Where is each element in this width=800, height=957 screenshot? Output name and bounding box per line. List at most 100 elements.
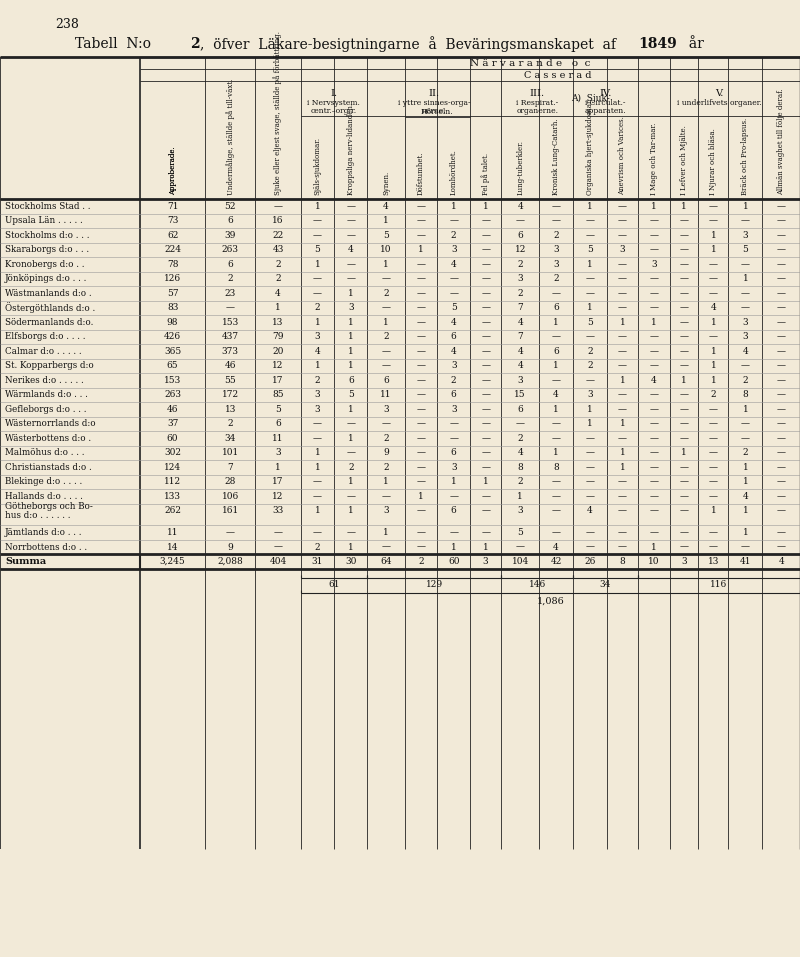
Text: —: —: [417, 289, 426, 298]
Text: 2: 2: [383, 289, 389, 298]
Text: 1: 1: [348, 346, 354, 356]
Text: 2: 2: [314, 543, 320, 551]
Text: Organiska hjert-sjukdomar.: Organiska hjert-sjukdomar.: [586, 99, 594, 195]
Text: 4: 4: [275, 289, 281, 298]
Text: 22: 22: [272, 231, 284, 240]
Text: i Respirat.-: i Respirat.-: [516, 99, 558, 107]
Text: 85: 85: [272, 390, 284, 399]
Text: 8: 8: [742, 390, 748, 399]
Text: 4: 4: [518, 346, 523, 356]
Text: 12: 12: [514, 245, 526, 255]
Text: Själs-sjukdomar.: Själs-sjukdomar.: [314, 137, 322, 195]
Text: i underlifvets organer.: i underlifvets organer.: [677, 99, 762, 107]
Text: Allmän svaghet till följe deraf.: Allmän svaghet till följe deraf.: [777, 88, 785, 195]
Text: —: —: [481, 506, 490, 515]
Text: 1: 1: [619, 419, 626, 428]
Text: —: —: [551, 202, 561, 211]
Text: 4: 4: [553, 390, 559, 399]
Text: —: —: [417, 478, 426, 486]
Text: Jönköpings d:o . . .: Jönköpings d:o . . .: [5, 275, 87, 283]
Text: —: —: [551, 528, 561, 537]
Text: —: —: [650, 275, 658, 283]
Text: 10: 10: [380, 245, 392, 255]
Text: —: —: [679, 434, 689, 443]
Text: —: —: [777, 448, 786, 457]
Text: Blekinge d:o . . . .: Blekinge d:o . . . .: [5, 478, 82, 486]
Text: —: —: [346, 275, 355, 283]
Text: 263: 263: [222, 245, 239, 255]
Text: —: —: [679, 419, 689, 428]
Text: 1,086: 1,086: [537, 596, 564, 605]
Text: —: —: [481, 303, 490, 312]
Text: —: —: [777, 318, 786, 326]
Text: 3: 3: [483, 557, 489, 566]
Text: 2: 2: [383, 463, 389, 472]
Text: —: —: [679, 506, 689, 515]
Text: —: —: [551, 506, 561, 515]
Text: —: —: [274, 202, 282, 211]
Text: 5: 5: [314, 245, 321, 255]
Text: —: —: [709, 492, 718, 501]
Text: hus d:o . . . . . .: hus d:o . . . . . .: [5, 511, 70, 521]
Text: —: —: [313, 478, 322, 486]
Text: —: —: [777, 245, 786, 255]
Text: —: —: [586, 289, 594, 298]
Text: 10: 10: [648, 557, 659, 566]
Text: 3: 3: [742, 231, 748, 240]
Text: 1: 1: [651, 202, 657, 211]
Text: —: —: [274, 528, 282, 537]
Text: —: —: [417, 231, 426, 240]
Text: 133: 133: [164, 492, 181, 501]
Text: Tabell  N:o: Tabell N:o: [75, 37, 160, 51]
Text: I Njurar och bläsa.: I Njurar och bläsa.: [710, 128, 718, 195]
Text: —: —: [346, 448, 355, 457]
Text: —: —: [417, 346, 426, 356]
Text: —: —: [417, 361, 426, 370]
Text: ,  öfver  Läkare-besigtningarne  å  Beväringsmanskapet  af: , öfver Läkare-besigtningarne å Beväring…: [200, 36, 625, 52]
Text: 1: 1: [587, 419, 593, 428]
Text: 4: 4: [383, 202, 389, 211]
Text: Approberade.: Approberade.: [169, 146, 177, 195]
Text: 4: 4: [587, 506, 593, 515]
Text: —: —: [618, 216, 627, 225]
Text: —: —: [679, 259, 689, 269]
Text: —: —: [449, 419, 458, 428]
Text: 41: 41: [740, 557, 751, 566]
Text: —: —: [449, 289, 458, 298]
Text: 116: 116: [710, 580, 728, 590]
Text: —: —: [481, 434, 490, 443]
Text: Bräck och Pro-lapsus.: Bräck och Pro-lapsus.: [742, 118, 750, 195]
Text: —: —: [650, 289, 658, 298]
Text: —: —: [481, 346, 490, 356]
Text: —: —: [313, 419, 322, 428]
Text: —: —: [449, 434, 458, 443]
Text: —: —: [449, 528, 458, 537]
Text: —: —: [679, 231, 689, 240]
Text: 1: 1: [314, 318, 321, 326]
Text: 3: 3: [451, 463, 457, 472]
Text: —: —: [481, 463, 490, 472]
Text: i Circulat.-: i Circulat.-: [586, 99, 626, 107]
Text: 1: 1: [742, 506, 748, 515]
Text: —: —: [650, 346, 658, 356]
Text: Götheborgs och Bo-: Götheborgs och Bo-: [5, 502, 93, 511]
Text: 426: 426: [164, 332, 181, 342]
Text: 1: 1: [418, 245, 424, 255]
Text: —: —: [777, 419, 786, 428]
Text: Lomhördhet.: Lomhördhet.: [450, 149, 458, 195]
Text: 1: 1: [348, 506, 354, 515]
Text: —: —: [551, 376, 561, 385]
Text: —: —: [586, 528, 594, 537]
Text: —: —: [586, 463, 594, 472]
Text: 14: 14: [167, 543, 178, 551]
Text: 6: 6: [275, 419, 281, 428]
Text: —: —: [274, 543, 282, 551]
Text: 1: 1: [518, 492, 523, 501]
Text: —: —: [481, 275, 490, 283]
Text: —: —: [679, 478, 689, 486]
Text: Anevrism och Varices.: Anevrism och Varices.: [618, 116, 626, 195]
Text: 3: 3: [348, 303, 354, 312]
Text: 129: 129: [426, 580, 443, 590]
Text: —: —: [481, 216, 490, 225]
Text: 1: 1: [348, 361, 354, 370]
